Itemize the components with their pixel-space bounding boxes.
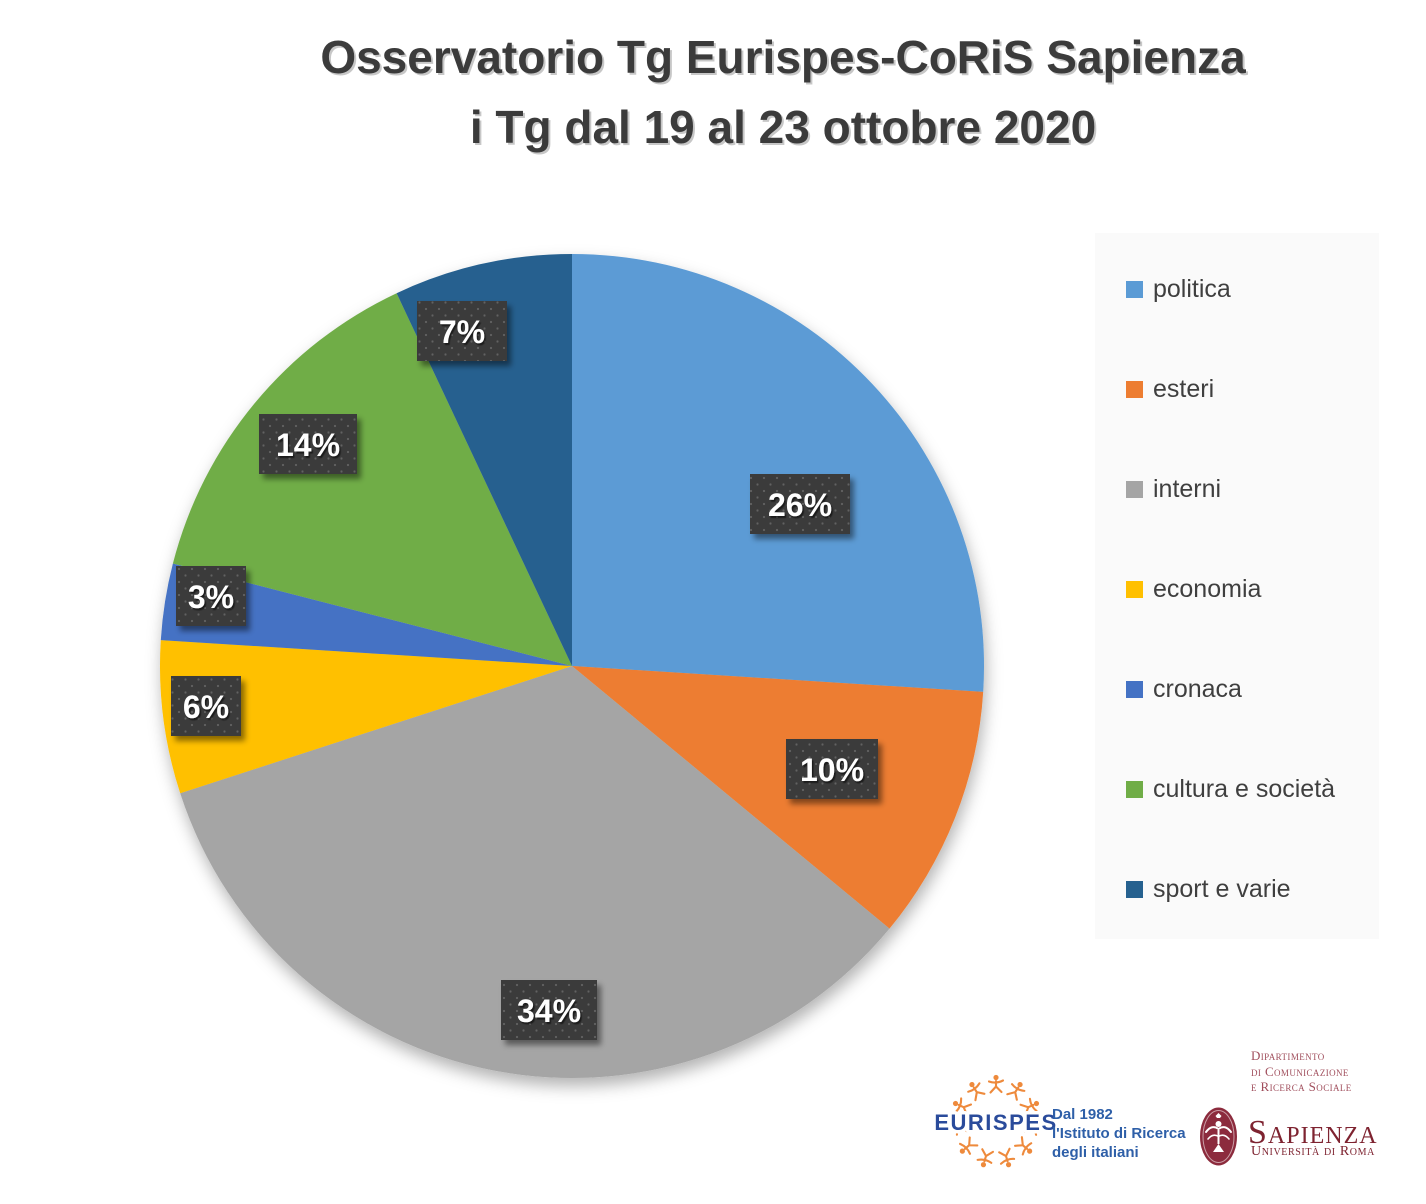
- data-label: 34%: [517, 993, 581, 1029]
- legend-label-esteri: esteri: [1153, 374, 1215, 403]
- data-label-box: [750, 474, 850, 534]
- eurispes-tagline-line1: Dal 1982: [1052, 1106, 1113, 1123]
- data-label-box: [171, 676, 241, 736]
- data-label: 14%: [276, 427, 340, 463]
- legend-marker-cronaca-icon: [1126, 680, 1143, 698]
- eurispes-logo: EURISPES: [931, 1074, 1060, 1168]
- eurispes-person-icon: [1019, 1097, 1040, 1116]
- data-label: 3%: [188, 579, 234, 615]
- eurispes-person-icon: [976, 1148, 995, 1168]
- pie-slice-interni: [180, 666, 890, 1078]
- chart-title-line1: Osservatorio Tg Eurispes-CoRiS Sapienza: [320, 31, 1246, 83]
- legend-item-economia: economia: [1126, 566, 1261, 612]
- pie-slices: [159, 254, 985, 1078]
- legend-item-esteri: esteri: [1126, 366, 1214, 412]
- legend-item-interni: interni: [1126, 466, 1221, 512]
- pie-slice-cronaca: [160, 563, 573, 666]
- eurispes-person-icon: [1014, 1136, 1033, 1156]
- data-label: 7%: [439, 314, 485, 350]
- legend: politica esteri interni economia cronaca…: [1095, 233, 1379, 939]
- legend-item-sport-e-varie: sport e varie: [1126, 866, 1291, 912]
- data-label: 6%: [183, 689, 229, 725]
- data-label-box: [786, 739, 878, 799]
- eurispes-person-icon: [967, 1081, 986, 1102]
- legend-label-cultura-e-societa: cultura e società: [1153, 774, 1336, 803]
- legend-item-cultura-e-societa: cultura e società: [1126, 766, 1335, 812]
- eurispes-person-icon: [949, 1119, 969, 1136]
- sapienza-department-line2: di Comunicazione: [1251, 1063, 1349, 1079]
- eurispes-person-icon: [1023, 1119, 1043, 1136]
- legend-label-interni: interni: [1153, 474, 1222, 503]
- data-label: 10%: [800, 752, 864, 788]
- eurispes-person-icon: [959, 1136, 979, 1155]
- data-label-box: [176, 566, 246, 626]
- eurispes-wordmark: EURISPES: [934, 1110, 1057, 1135]
- eurispes-tagline: Dal 1982 l'Istituto di Ricerca degli ita…: [1052, 1105, 1202, 1162]
- legend-item-politica: politica: [1126, 266, 1231, 312]
- legend-item-cronaca: cronaca: [1126, 666, 1242, 712]
- eurispes-person-icon: [987, 1074, 1005, 1094]
- legend-label-politica: politica: [1153, 274, 1231, 303]
- eurispes-tagline-line3: degli italiani: [1052, 1144, 1139, 1161]
- legend-marker-cultura-icon: [1126, 780, 1143, 798]
- pie-slice-economia: [159, 640, 572, 794]
- legend-marker-interni-icon: [1126, 480, 1143, 498]
- data-label: 26%: [768, 487, 832, 523]
- pie-slice-cultura-e-società: [172, 293, 572, 666]
- chart-title: Osservatorio Tg Eurispes-CoRiS Sapienza …: [140, 22, 1426, 162]
- data-label-box: [259, 414, 357, 474]
- eurispes-person-icon: [952, 1097, 973, 1116]
- sapienza-department-line1: Dipartimento: [1251, 1048, 1325, 1063]
- legend-label-economia: economia: [1153, 574, 1262, 603]
- pie-data-labels: 26% 10% 34% 6% 3% 14% 7%: [171, 301, 878, 1040]
- data-label-box: [501, 980, 597, 1040]
- eurispes-person-icon: [1006, 1081, 1026, 1101]
- pie-slice-esteri: [572, 666, 984, 929]
- legend-marker-economia-icon: [1126, 580, 1143, 598]
- legend-label-sport-e-varie: sport e varie: [1153, 874, 1291, 903]
- pie-slice-politica: [572, 254, 985, 692]
- legend-marker-sport-icon: [1126, 880, 1143, 898]
- legend-marker-esteri-icon: [1126, 380, 1143, 398]
- legend-marker-politica-icon: [1126, 280, 1143, 298]
- eurispes-tagline-line2: l'Istituto di Ricerca: [1052, 1125, 1186, 1142]
- sapienza-department-line3: e Ricerca Sociale: [1251, 1079, 1352, 1094]
- legend-label-cronaca: cronaca: [1153, 674, 1242, 703]
- sapienza-wordmark: Sapienza: [1248, 1114, 1378, 1151]
- eurispes-people-ring-icon: [949, 1074, 1043, 1168]
- eurispes-person-icon: [998, 1147, 1016, 1168]
- sapienza-emblem-icon: [1200, 1107, 1237, 1166]
- chart-title-line2: i Tg dal 19 al 23 ottobre 2020: [469, 101, 1097, 153]
- data-label-box: [417, 301, 507, 361]
- sapienza-department-text: Dipartimento di Comunicazione e Ricerca …: [1251, 1048, 1421, 1095]
- sapienza-subtitle: Università di Roma: [1251, 1144, 1375, 1159]
